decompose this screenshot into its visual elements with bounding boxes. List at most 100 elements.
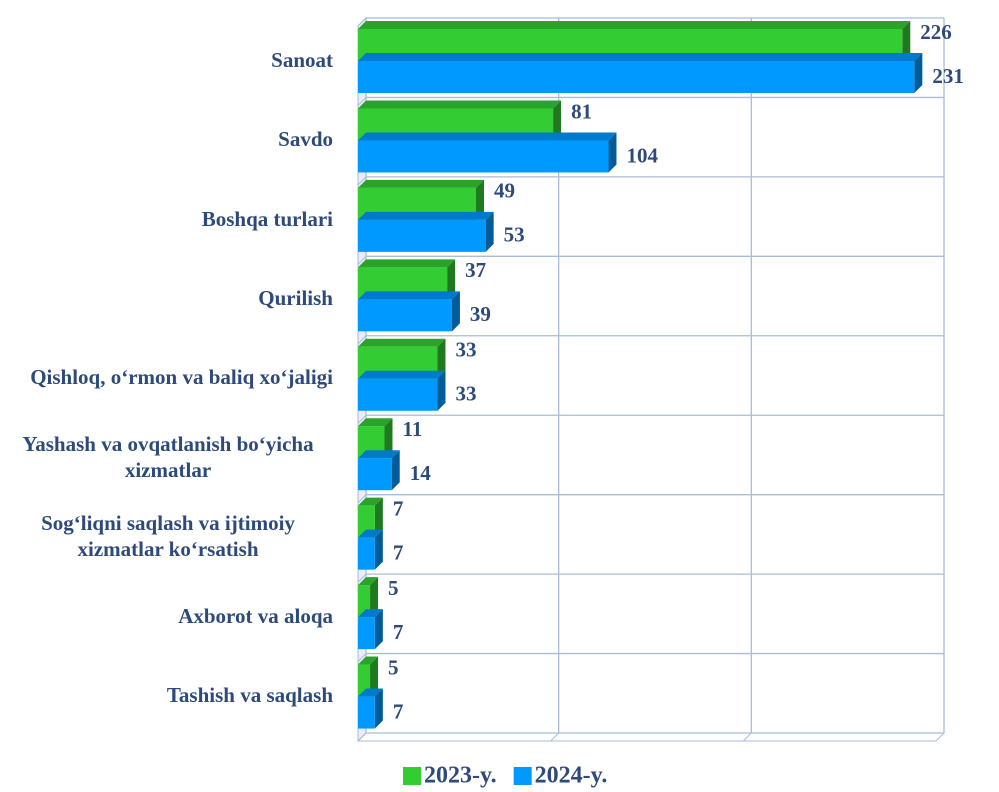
wall-line [357, 97, 367, 106]
bar [358, 696, 375, 729]
value-label: 5 [388, 576, 399, 600]
floor-tick [357, 732, 367, 742]
category-label: Tashish va saqlash [3, 658, 333, 733]
value-label: 33 [455, 338, 476, 362]
bar [358, 537, 375, 570]
value-label: 5 [388, 655, 399, 679]
category-text: Boshqa turlari [201, 206, 333, 231]
bar [358, 505, 375, 538]
wall-line [357, 573, 367, 583]
bar [358, 378, 438, 411]
legend-label: 2024-y. [535, 763, 608, 789]
bar-side [370, 577, 379, 618]
category-label: Yashash va ovqatlanish bo‘yicha xizmatla… [3, 419, 333, 494]
bar-top [358, 418, 393, 427]
bar-side [902, 21, 911, 61]
category-text: Yashash va ovqatlanish bo‘yicha xizmatla… [22, 431, 314, 482]
bar-side [437, 338, 446, 379]
value-label: 11 [402, 417, 422, 441]
bar-side [374, 688, 383, 729]
bar-top [358, 132, 617, 141]
bar-side [384, 418, 393, 459]
bar-side [374, 497, 383, 538]
bar-side [374, 529, 383, 570]
value-label: 14 [410, 461, 432, 485]
bar-side [374, 609, 383, 650]
wall-line [357, 414, 367, 424]
bar-side [914, 53, 923, 93]
bar [358, 219, 486, 252]
floor-tick [742, 732, 752, 742]
bar-top [358, 291, 460, 300]
wall-line [357, 176, 367, 186]
value-label: 7 [393, 699, 404, 723]
bar-side [447, 259, 456, 300]
value-label: 104 [626, 143, 658, 167]
category-text: Savdo [278, 127, 333, 152]
bar [358, 61, 915, 93]
legend-swatch [403, 767, 421, 785]
value-label: 231 [932, 64, 964, 88]
bar-top [358, 497, 383, 506]
bar-side [437, 370, 446, 411]
bar [358, 140, 609, 173]
bar-side [370, 656, 379, 697]
wall-line [357, 255, 367, 265]
bar-top [358, 179, 485, 188]
bar [358, 617, 375, 650]
category-text: Sog‘liqni saqlash va ijtimoiy xizmatlar … [41, 511, 295, 562]
floor-tick [550, 732, 560, 742]
category-label: Sanoat [3, 22, 333, 97]
bar-side [485, 211, 494, 252]
category-text: Qurilish [258, 286, 333, 311]
category-text: Tashish va saqlash [166, 683, 333, 708]
floor-tick [935, 732, 945, 742]
legend-swatch [513, 767, 532, 785]
value-label: 7 [393, 496, 404, 520]
category-text: Qishloq, o‘rmon va baliq xo‘jaligi [30, 365, 333, 390]
bar-top [358, 211, 494, 220]
value-label: 49 [494, 179, 515, 203]
bar-side [553, 100, 562, 141]
bar-top [358, 609, 383, 618]
category-label: Savdo [3, 101, 333, 176]
wall-line [357, 494, 367, 504]
bar-top [358, 577, 379, 586]
bar-side [476, 179, 485, 220]
bar-top [358, 688, 383, 697]
legend-label: 2023-y. [424, 763, 497, 789]
value-label: 53 [504, 223, 525, 247]
bar-top [358, 259, 456, 268]
category-label: Boshqa turlari [3, 181, 333, 256]
bar-top [358, 529, 383, 538]
value-label: 81 [571, 99, 592, 123]
bar [358, 458, 392, 491]
bar-top [358, 338, 446, 347]
bar-top [358, 450, 400, 459]
bar-side [451, 291, 460, 332]
bar-side [608, 132, 617, 173]
category-label: Qishloq, o‘rmon va baliq xo‘jaligi [3, 340, 333, 415]
wall-line [357, 335, 367, 345]
category-label: Qurilish [3, 260, 333, 335]
bar-top [358, 100, 562, 109]
category-text: Sanoat [271, 47, 333, 72]
bar-top [358, 656, 379, 665]
category-label: Sog‘liqni saqlash va ijtimoiy xizmatlar … [3, 499, 333, 574]
wall-line [357, 653, 367, 662]
bar-side [391, 450, 400, 491]
bar-top [358, 53, 923, 61]
value-label: 7 [393, 620, 404, 644]
value-label: 7 [393, 540, 404, 564]
value-label: 37 [465, 258, 486, 282]
wall-line [357, 17, 367, 27]
value-label: 39 [470, 302, 491, 326]
category-text: Axborot va aloqa [178, 603, 333, 628]
bar [358, 299, 452, 332]
value-label: 226 [920, 20, 952, 44]
category-label: Axborot va aloqa [3, 578, 333, 653]
bar-top [358, 370, 446, 379]
bar-top [358, 21, 911, 29]
